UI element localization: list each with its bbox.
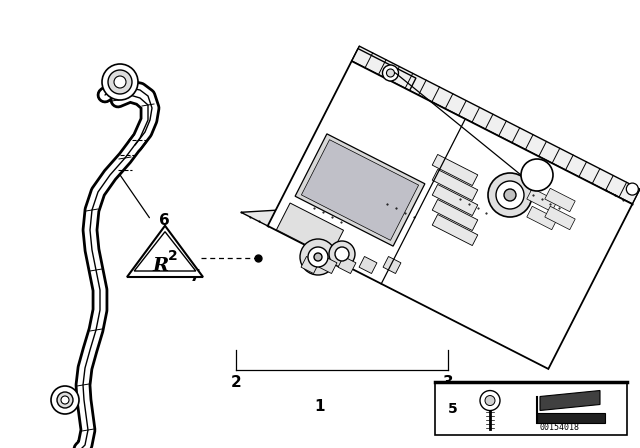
Circle shape (496, 181, 524, 209)
Circle shape (485, 396, 495, 405)
Polygon shape (276, 203, 344, 257)
Circle shape (387, 69, 394, 77)
Text: 5: 5 (532, 168, 542, 182)
Polygon shape (268, 61, 632, 369)
Polygon shape (127, 226, 203, 277)
Circle shape (300, 239, 336, 275)
Polygon shape (432, 155, 478, 185)
Circle shape (383, 65, 399, 81)
Polygon shape (295, 134, 425, 246)
Circle shape (102, 64, 138, 100)
Circle shape (61, 396, 69, 404)
Polygon shape (540, 391, 600, 410)
Polygon shape (241, 190, 632, 226)
Circle shape (488, 173, 532, 217)
Polygon shape (545, 206, 575, 230)
Text: 3: 3 (443, 375, 453, 389)
Polygon shape (432, 169, 478, 201)
Polygon shape (301, 256, 319, 274)
Text: 4: 4 (390, 108, 400, 122)
Bar (435, 382, 627, 435)
Polygon shape (359, 256, 377, 274)
Text: 2: 2 (168, 249, 178, 263)
Polygon shape (432, 215, 478, 246)
Circle shape (114, 76, 126, 88)
Circle shape (335, 247, 349, 261)
Text: 00154018: 00154018 (540, 422, 580, 431)
Circle shape (521, 159, 553, 191)
Polygon shape (432, 185, 478, 215)
Circle shape (329, 241, 355, 267)
Text: 1: 1 (315, 399, 325, 414)
Circle shape (480, 391, 500, 410)
Polygon shape (319, 256, 337, 274)
Polygon shape (351, 48, 416, 90)
Polygon shape (527, 206, 557, 230)
Text: 5: 5 (448, 401, 458, 415)
Polygon shape (545, 188, 575, 212)
Polygon shape (432, 199, 478, 231)
Circle shape (51, 386, 79, 414)
Text: R: R (153, 257, 169, 275)
Text: 2: 2 (230, 375, 241, 389)
Circle shape (314, 253, 322, 261)
Polygon shape (351, 46, 640, 204)
Bar (537, 413, 605, 422)
Circle shape (108, 70, 132, 94)
Circle shape (308, 247, 328, 267)
Text: 6: 6 (159, 212, 170, 228)
Text: 7: 7 (189, 268, 200, 284)
Circle shape (627, 183, 638, 195)
Polygon shape (383, 256, 401, 274)
Circle shape (504, 189, 516, 201)
Circle shape (57, 392, 73, 408)
Polygon shape (527, 188, 557, 212)
Polygon shape (301, 140, 419, 240)
Polygon shape (338, 256, 356, 274)
Polygon shape (380, 152, 411, 177)
